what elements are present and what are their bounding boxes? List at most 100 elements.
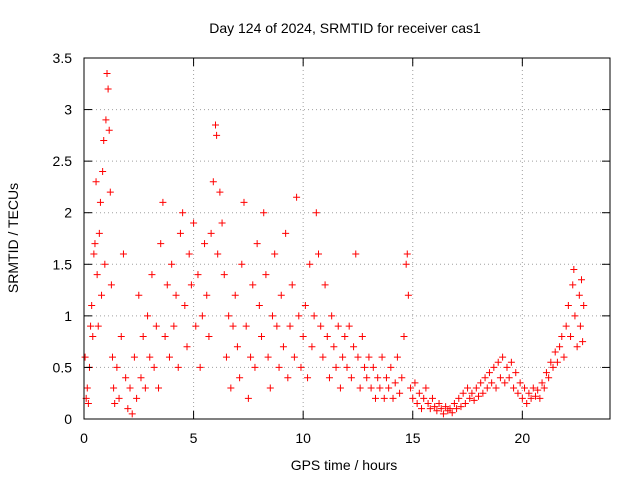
data-point (91, 240, 99, 248)
data-point (413, 400, 421, 408)
data-point (514, 389, 522, 397)
data-point (310, 312, 318, 320)
data-point (404, 291, 412, 299)
data-point (534, 386, 542, 394)
data-point (100, 137, 108, 145)
y-axis-label: SRMTID / TECUs (5, 183, 21, 293)
data-point (551, 348, 559, 356)
data-point (510, 384, 518, 392)
data-point (579, 338, 587, 346)
data-point (277, 291, 285, 299)
data-point (301, 302, 309, 310)
x-axis-label: GPS time / hours (291, 457, 398, 473)
data-point (95, 229, 103, 237)
data-point (477, 379, 485, 387)
data-point (293, 193, 301, 201)
data-point (407, 384, 415, 392)
data-point (339, 353, 347, 361)
data-point (233, 343, 241, 351)
data-point (352, 250, 360, 258)
data-point (222, 353, 230, 361)
data-point (231, 291, 239, 299)
data-point (108, 353, 116, 361)
data-point (240, 198, 248, 206)
data-point (205, 332, 213, 340)
data-point (321, 281, 329, 289)
data-point (431, 403, 439, 411)
data-point (512, 369, 520, 377)
data-point (157, 240, 165, 248)
data-point (81, 353, 89, 361)
data-point (299, 332, 307, 340)
data-point (253, 240, 261, 248)
data-point (472, 384, 480, 392)
data-point (213, 131, 221, 139)
data-point (330, 343, 338, 351)
data-point (144, 312, 152, 320)
data-point (553, 358, 561, 366)
data-point (503, 363, 511, 371)
data-point (402, 260, 410, 268)
data-point (84, 400, 92, 408)
data-point (570, 265, 578, 273)
data-point (312, 209, 320, 217)
data-point (295, 312, 303, 320)
data-point (258, 332, 266, 340)
data-point (538, 379, 546, 387)
data-point (137, 374, 145, 382)
data-point (106, 188, 114, 196)
data-point (187, 281, 195, 289)
data-point (110, 384, 118, 392)
data-point (83, 384, 91, 392)
data-point (146, 353, 154, 361)
data-point (117, 332, 125, 340)
data-point (567, 332, 575, 340)
data-point (358, 332, 366, 340)
y-tick-label: 1 (64, 308, 72, 324)
data-point (92, 178, 100, 186)
data-point (560, 353, 568, 361)
data-point (396, 389, 404, 397)
data-point (435, 400, 443, 408)
x-tick-label: 5 (190, 430, 198, 446)
data-point (439, 410, 447, 418)
data-point (172, 291, 180, 299)
data-point (319, 353, 327, 361)
data-point (461, 400, 469, 408)
data-point (442, 403, 450, 411)
data-point (380, 394, 388, 402)
data-point (468, 389, 476, 397)
data-point (103, 69, 111, 77)
data-point (571, 312, 579, 320)
data-point (271, 250, 279, 258)
data-point (403, 250, 411, 258)
data-point (198, 312, 206, 320)
data-point (569, 281, 577, 289)
data-point (536, 394, 544, 402)
data-point (304, 374, 312, 382)
data-point (334, 322, 342, 330)
data-point (376, 384, 384, 392)
data-point (282, 229, 290, 237)
data-point (507, 358, 515, 366)
data-point (531, 392, 539, 400)
data-point (499, 353, 507, 361)
data-point (201, 240, 209, 248)
data-point (479, 389, 487, 397)
data-point (260, 209, 268, 217)
data-point (350, 343, 358, 351)
data-point (369, 363, 377, 371)
data-point (225, 312, 233, 320)
y-tick-label: 3 (64, 102, 72, 118)
x-tick-label: 0 (80, 430, 88, 446)
y-tick-label: 0 (64, 411, 72, 427)
data-point (150, 363, 158, 371)
data-point (122, 374, 130, 382)
data-point (273, 322, 281, 330)
data-point (133, 394, 141, 402)
data-point (420, 394, 428, 402)
data-point (98, 291, 106, 299)
data-point (159, 198, 167, 206)
data-point (387, 363, 395, 371)
data-point (126, 384, 134, 392)
